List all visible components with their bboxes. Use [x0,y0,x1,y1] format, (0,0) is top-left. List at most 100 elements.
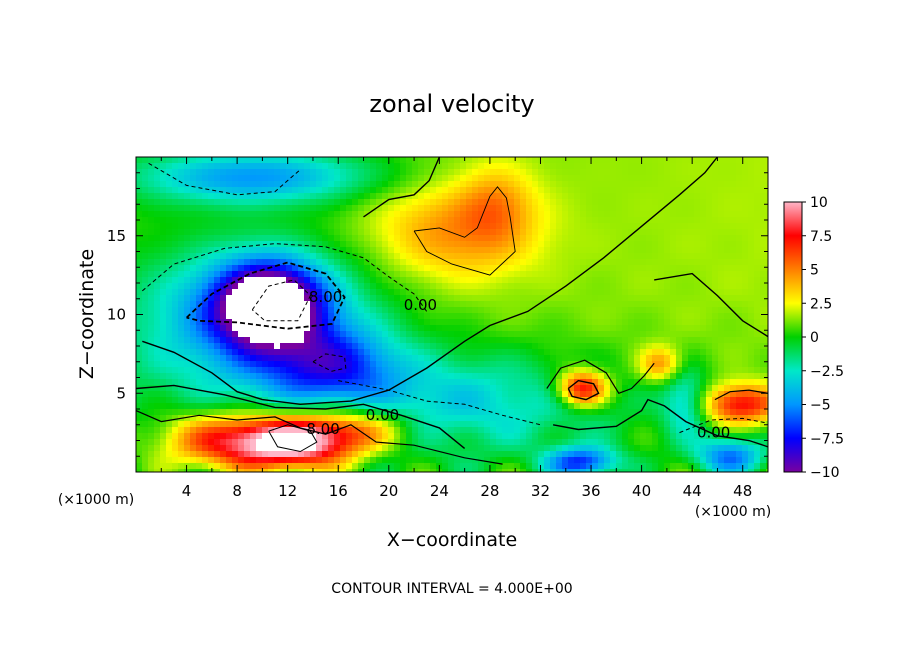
heatmap-cell [646,379,653,386]
heatmap-cell [676,277,683,284]
heatmap-cell [700,277,707,284]
heatmap-cell [610,259,617,266]
heatmap-cell [328,361,335,368]
heatmap-cell [478,385,485,392]
heatmap-cell [268,385,275,392]
heatmap-cell [142,289,149,296]
heatmap-cell [346,211,353,218]
heatmap-cell [490,307,497,314]
heatmap-cell [490,373,497,380]
heatmap-cell [580,349,587,356]
heatmap-cell [136,373,143,380]
heatmap-cell [766,427,768,434]
heatmap-cell [184,289,191,296]
heatmap-cell [526,163,533,170]
heatmap-cell [628,223,635,230]
heatmap-cell [748,205,755,212]
heatmap-cell [328,181,335,188]
heatmap-cell [724,421,731,428]
heatmap-cell [256,247,263,254]
heatmap-cell [208,319,215,326]
heatmap-cell [544,415,551,422]
heatmap-cell [226,331,233,338]
heatmap-cell [298,169,305,176]
heatmap-cell [526,277,533,284]
heatmap-cell [748,391,755,398]
heatmap-cell [466,427,473,434]
heatmap-cell [298,307,305,314]
heatmap-cell [622,385,629,392]
heatmap-cell [436,187,443,194]
heatmap-cell [352,223,359,230]
heatmap-cell [580,247,587,254]
heatmap-cell [586,391,593,398]
heatmap-cell [454,217,461,224]
heatmap-cell [478,361,485,368]
heatmap-cell [160,391,167,398]
heatmap-cell [640,241,647,248]
heatmap-cell [400,241,407,248]
heatmap-cell [586,181,593,188]
heatmap-cell [514,199,521,206]
heatmap-cell [394,355,401,362]
heatmap-cell [310,193,317,200]
heatmap-cell [706,169,713,176]
heatmap-cell [352,169,359,176]
heatmap-cell [220,253,227,260]
heatmap-cell [370,319,377,326]
heatmap-cell [706,319,713,326]
heatmap-cell [208,157,215,164]
heatmap-cell [454,289,461,296]
heatmap-cell [346,205,353,212]
heatmap-cell [334,373,341,380]
heatmap-cell [502,313,509,320]
heatmap-cell [568,295,575,302]
heatmap-cell [190,349,197,356]
heatmap-cell [700,235,707,242]
heatmap-cell [742,421,749,428]
heatmap-cell [562,319,569,326]
heatmap-cell [364,307,371,314]
heatmap-cell [580,373,587,380]
heatmap-cell [484,157,491,164]
heatmap-cell [616,271,623,278]
heatmap-cell [658,307,665,314]
heatmap-cell [208,373,215,380]
heatmap-cell [196,193,203,200]
heatmap-cell [460,205,467,212]
heatmap-cell [154,391,161,398]
heatmap-cell [748,187,755,194]
heatmap-cell [658,433,665,440]
heatmap-cell [322,361,329,368]
heatmap-cell [364,385,371,392]
heatmap-cell [208,349,215,356]
heatmap-cell [292,205,299,212]
heatmap-cell [214,223,221,230]
heatmap-cell [226,319,233,326]
heatmap-cell [652,199,659,206]
heatmap-cell [526,265,533,272]
heatmap-cell [670,361,677,368]
heatmap-cell [292,187,299,194]
heatmap-cell [682,421,689,428]
heatmap-cell [430,229,437,236]
heatmap-cell [718,205,725,212]
heatmap-cell [586,313,593,320]
heatmap-cell [532,217,539,224]
heatmap-cell [298,253,305,260]
heatmap-cell [508,157,515,164]
heatmap-cell [148,175,155,182]
heatmap-cell [526,433,533,440]
heatmap-cell [544,169,551,176]
heatmap-cell [244,247,251,254]
heatmap-cell [190,277,197,284]
heatmap-cell [142,391,149,398]
heatmap-cell [496,271,503,278]
heatmap-cell [502,205,509,212]
heatmap-cell [202,211,209,218]
heatmap-cell [196,157,203,164]
heatmap-cell [340,367,347,374]
heatmap-cell [436,367,443,374]
heatmap-cell [286,235,293,242]
heatmap-cell [172,319,179,326]
